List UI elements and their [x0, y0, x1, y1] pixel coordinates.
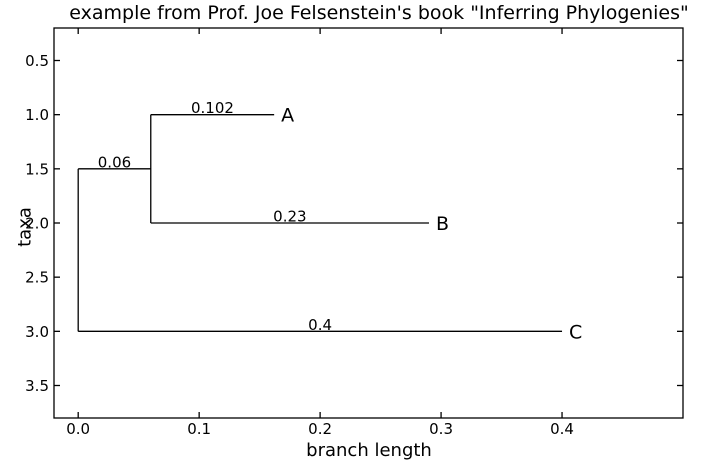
y-axis-label: taxa [14, 207, 36, 247]
taxon-label: C [569, 321, 582, 343]
x-axis-label: branch length [306, 440, 432, 461]
y-tick-label: 2.0 [25, 215, 49, 233]
x-tick-label: 0.4 [550, 420, 574, 438]
taxon-label: B [436, 213, 449, 235]
y-tick-label: 1.5 [25, 160, 49, 178]
y-tick-label: 0.5 [25, 52, 49, 70]
branch-length-label: 0.4 [308, 316, 332, 334]
branch-length-label: 0.102 [191, 99, 234, 117]
taxon-label: A [281, 105, 294, 127]
y-tick-label: 3.0 [25, 323, 49, 341]
y-tick-label: 3.5 [25, 377, 49, 395]
y-tick-label: 1.0 [25, 106, 49, 124]
branch-length-label: 0.23 [273, 208, 306, 226]
x-tick-label: 0.0 [66, 420, 90, 438]
branch-length-label: 0.06 [98, 153, 131, 171]
chart-title: example from Prof. Joe Felsenstein's boo… [69, 2, 689, 24]
x-tick-label: 0.3 [429, 420, 453, 438]
x-tick-label: 0.2 [308, 420, 332, 438]
y-tick-label: 2.5 [25, 269, 49, 287]
x-tick-label: 0.1 [187, 420, 211, 438]
